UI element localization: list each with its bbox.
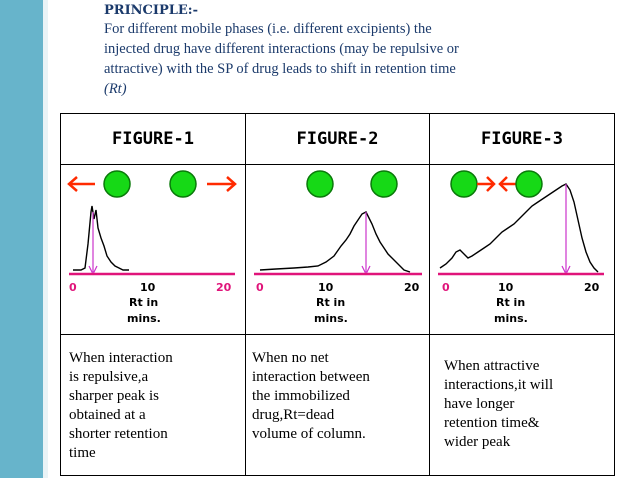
caption-line: the immobilized (252, 388, 350, 404)
table-row-divider-2 (61, 334, 614, 335)
axis-label-line-1: Rt in (129, 296, 158, 309)
axis-tick-20: 20 (404, 281, 420, 294)
caption-figure-3: When attractive interactions,it will hav… (444, 357, 609, 452)
figure-1-diagram: 0 10 20 Rt in mins. (67, 170, 237, 325)
molecule-ball-right (169, 170, 197, 198)
caption-line: When interaction (69, 350, 173, 366)
axis-tick-0: 0 (69, 281, 77, 294)
principle-line-1: For different mobile phases (i.e. differ… (104, 21, 432, 37)
table-divider-2 (429, 114, 430, 475)
attractive-right-arrow (477, 176, 496, 192)
left-accent-bar (0, 0, 43, 478)
caption-line: wider peak (444, 434, 511, 450)
figure-2-diagram: 0 10 20 Rt in mins. (254, 170, 422, 325)
repulsive-right-arrow (207, 176, 237, 192)
molecule-ball-left (103, 170, 131, 198)
chromatogram-peak-1 (73, 205, 129, 271)
caption-line: drug,Rt=dead (252, 407, 335, 423)
chromatogram-peak-2 (259, 211, 411, 273)
header-figure-1: FIGURE-1 (112, 129, 194, 149)
caption-line: interaction between (252, 369, 370, 385)
figure-3-diagram: 0 10 20 Rt in mins. (438, 170, 604, 325)
axis-label-line-2: mins. (494, 312, 528, 325)
figures-table: FIGURE-1 FIGURE-2 FIGURE-3 0 10 20 Rt in… (60, 113, 615, 476)
molecule-ball-left (306, 170, 334, 198)
left-accent-stripe (43, 0, 48, 478)
axis-tick-10: 10 (140, 281, 156, 294)
header-figure-3: FIGURE-3 (481, 129, 563, 149)
figure-1-panel: 0 10 20 Rt in mins. (61, 164, 245, 334)
axis-tick-10: 10 (498, 281, 514, 294)
caption-line: shorter retention (69, 426, 168, 442)
principle-line-3: attractive) with the SP of drug leads to… (104, 61, 456, 77)
principle-title: PRINCIPLE:- (104, 3, 198, 18)
caption-line: time (69, 445, 96, 461)
header-figure-2: FIGURE-2 (296, 129, 379, 149)
axis-tick-20: 20 (584, 281, 600, 294)
molecule-ball-left (450, 170, 478, 198)
axis-label-line-1: Rt in (496, 296, 525, 309)
principle-block: PRINCIPLE:- For different mobile phases … (104, 3, 604, 99)
principle-rt-symbol: (Rt) (104, 81, 127, 97)
axis-label-line-1: Rt in (316, 296, 345, 309)
chromatogram-peak-3 (439, 183, 599, 273)
attractive-left-arrow (498, 176, 516, 192)
principle-line-4: (Rt) (104, 79, 604, 99)
figure-2-panel: 0 10 20 Rt in mins. (246, 164, 430, 334)
caption-figure-2: When no net interaction between the immo… (252, 349, 424, 444)
axis-tick-10: 10 (318, 281, 334, 294)
caption-line: When no net (252, 350, 329, 366)
caption-line: have longer (444, 396, 515, 412)
molecule-ball-right (515, 170, 543, 198)
caption-line: is repulsive,a (69, 369, 149, 385)
caption-line: obtained at a (69, 407, 146, 423)
table-divider-1 (245, 114, 246, 475)
caption-figure-1: When interaction is repulsive,a sharper … (69, 349, 241, 463)
principle-line-2: injected drug have different interaction… (104, 41, 459, 57)
table-row-divider-1 (61, 164, 614, 165)
axis-tick-0: 0 (442, 281, 450, 294)
caption-line: interactions,it will (444, 377, 554, 393)
caption-line: retention time& (444, 415, 540, 431)
axis-tick-20: 20 (216, 281, 232, 294)
axis-label-line-2: mins. (314, 312, 348, 325)
caption-line: volume of column. (252, 426, 366, 442)
molecule-ball-right (370, 170, 398, 198)
caption-line: sharper peak is (69, 388, 159, 404)
axis-tick-0: 0 (256, 281, 264, 294)
caption-line: When attractive (444, 358, 540, 374)
figure-3-panel: 0 10 20 Rt in mins. (430, 164, 614, 334)
axis-label-line-2: mins. (127, 312, 161, 325)
repulsive-left-arrow (67, 176, 95, 192)
